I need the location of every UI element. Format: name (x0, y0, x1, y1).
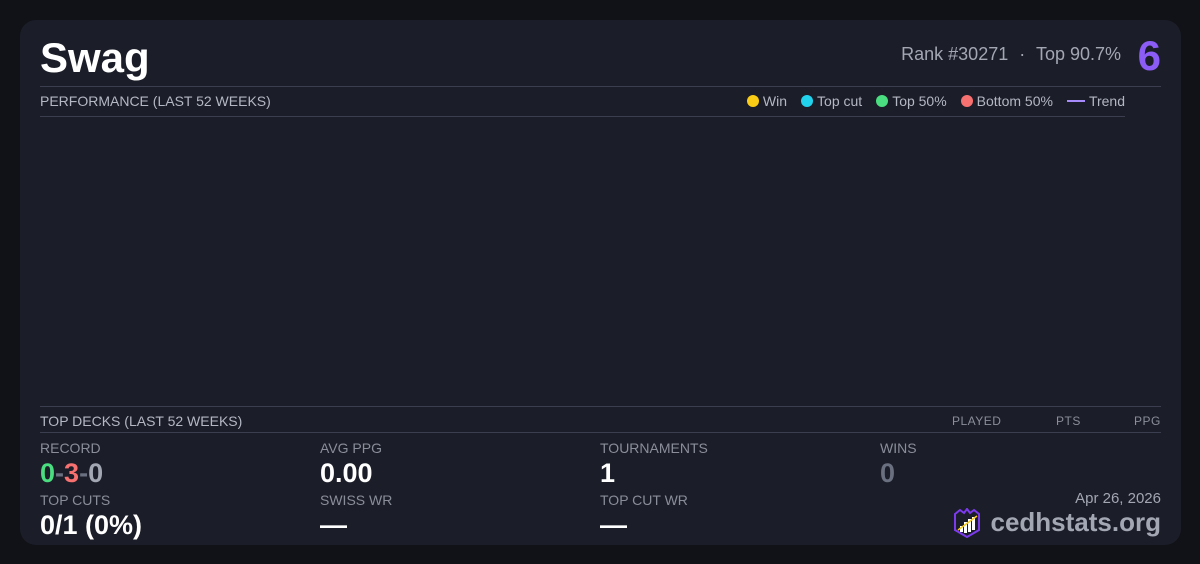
separator: · (1019, 44, 1026, 64)
brand: cedhstats.org (953, 507, 1162, 538)
wins-value: 0 (880, 458, 896, 488)
column-pts: PTS (1056, 414, 1081, 428)
player-card: Swag Rank #30271 · Top 90.7% 6 PERFORMAN… (20, 20, 1181, 545)
record-wins: 0 (40, 458, 56, 488)
date: Apr 26, 2026 (1075, 490, 1161, 507)
rank-info: Rank #30271 · Top 90.7% (901, 44, 1121, 65)
wins-label: WINS (880, 440, 917, 456)
performance-chart (40, 117, 1125, 406)
record-value: 0-3-0 (40, 458, 103, 489)
dash: - (55, 458, 65, 488)
divider (40, 116, 1125, 117)
top-cuts-label: TOP CUTS (40, 492, 111, 508)
legend-item: Bottom 50% (960, 93, 1053, 109)
dash: - (79, 458, 89, 488)
legend-item: Top cut (801, 93, 862, 109)
record-draws: 0 (88, 458, 104, 488)
divider (40, 406, 1161, 407)
legend-label: Win (762, 93, 788, 109)
divider (40, 86, 1161, 87)
legend-item: Win (746, 93, 788, 109)
rank-number: Rank #30271 (901, 44, 1009, 64)
dot-swatch-icon (746, 95, 759, 107)
player-name: Swag (40, 34, 150, 81)
legend-item: Top 50% (876, 93, 947, 109)
top-cuts-value: 0/1 (0%) (40, 510, 143, 540)
cedhstats-logo-icon (953, 507, 980, 538)
column-played: PLAYED (952, 414, 1002, 428)
swiss-wr-value: — (320, 510, 347, 540)
top-decks-title: TOP DECKS (LAST 52 WEEKS) (40, 413, 243, 429)
brand-name: cedhstats.org (990, 507, 1162, 537)
tournaments-label: TOURNAMENTS (600, 440, 708, 456)
avg-ppg-label: AVG PPG (320, 440, 382, 456)
legend-label: Top cut (817, 93, 863, 109)
top-cut-wr-label: TOP CUT WR (600, 492, 688, 508)
dot-swatch-icon (801, 95, 814, 107)
legend-label: Top 50% (892, 93, 947, 109)
dot-swatch-icon (960, 95, 973, 107)
tournaments-value: 1 (600, 458, 616, 488)
chart-legend: Win Top cut Top 50% Bottom 50% Trend (746, 93, 1125, 109)
divider (40, 432, 1161, 433)
dot-swatch-icon (876, 95, 889, 107)
performance-title: PERFORMANCE (LAST 52 WEEKS) (40, 93, 271, 109)
record-losses: 3 (64, 458, 80, 488)
legend-label: Trend (1088, 93, 1125, 109)
legend-label: Bottom 50% (976, 93, 1053, 109)
column-ppg: PPG (1134, 414, 1161, 428)
legend-item: Trend (1066, 93, 1125, 109)
record-label: RECORD (40, 440, 101, 456)
line-swatch-icon (1066, 100, 1085, 102)
top-percent: Top 90.7% (1035, 44, 1121, 64)
avg-ppg-value: 0.00 (320, 458, 373, 488)
rank-badge: 6 (1137, 32, 1161, 79)
swiss-wr-label: SWISS WR (320, 492, 393, 508)
top-cut-wr-value: — (600, 510, 627, 540)
